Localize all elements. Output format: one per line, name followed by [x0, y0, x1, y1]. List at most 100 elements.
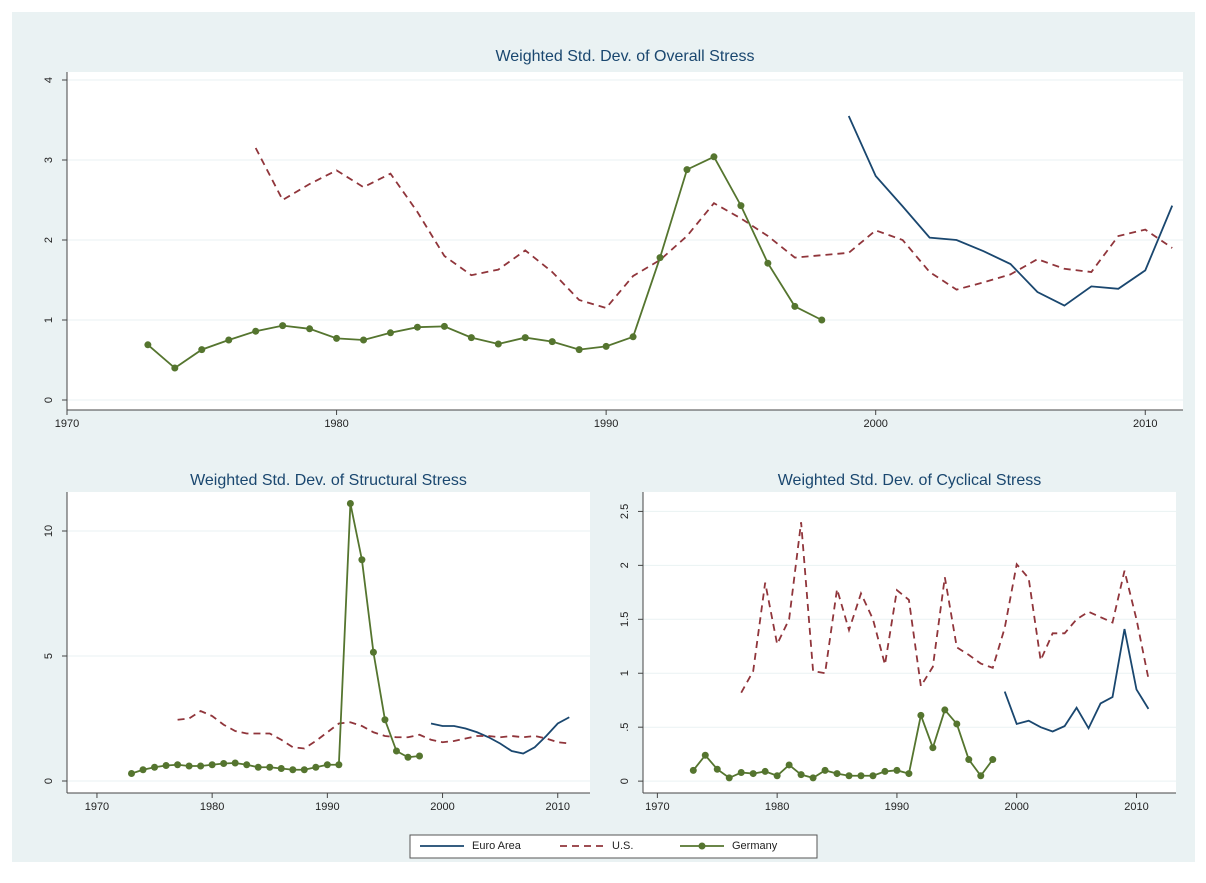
chart-title: Weighted Std. Dev. of Structural Stress — [190, 472, 467, 489]
marker — [277, 765, 285, 772]
marker — [905, 770, 913, 778]
y-tick-label: 3 — [43, 157, 55, 163]
y-tick-label: 5 — [43, 653, 55, 659]
marker — [162, 762, 170, 769]
x-tick-label: 1970 — [55, 418, 79, 430]
marker — [977, 772, 985, 780]
y-tick-label: 1 — [43, 317, 55, 323]
marker — [821, 766, 829, 774]
marker — [797, 771, 805, 779]
series-line — [740, 522, 1150, 694]
marker — [764, 259, 772, 267]
marker — [809, 774, 817, 782]
marker — [197, 762, 205, 770]
marker — [818, 316, 826, 324]
marker — [833, 770, 841, 778]
marker — [749, 770, 757, 778]
x-tick-label: 2000 — [430, 801, 454, 813]
marker — [713, 765, 721, 773]
marker — [845, 772, 853, 780]
marker — [358, 556, 366, 564]
marker — [404, 753, 412, 761]
marker — [289, 766, 297, 774]
marker — [929, 744, 937, 752]
marker — [725, 774, 733, 782]
marker — [185, 762, 193, 770]
marker — [323, 761, 331, 769]
marker — [941, 706, 949, 714]
marker — [857, 772, 865, 780]
marker — [761, 767, 769, 775]
x-tick-label: 1990 — [885, 801, 909, 813]
marker — [128, 770, 136, 777]
marker — [785, 761, 793, 769]
marker — [548, 338, 556, 346]
marker — [208, 761, 216, 769]
series-line — [147, 155, 823, 370]
y-tick-label: 0 — [619, 778, 631, 784]
marker — [381, 716, 389, 724]
marker — [629, 333, 637, 341]
marker — [737, 769, 745, 777]
marker — [254, 763, 262, 771]
marker — [306, 325, 314, 333]
marker — [917, 711, 925, 719]
y-tick-label: 2 — [619, 562, 631, 568]
x-tick-label: 2000 — [863, 418, 887, 430]
marker — [965, 756, 973, 764]
marker — [266, 763, 274, 771]
marker — [369, 648, 377, 656]
marker — [386, 329, 394, 337]
marker — [225, 336, 233, 344]
marker — [335, 761, 343, 769]
x-tick-label: 1980 — [200, 801, 224, 813]
marker — [656, 254, 664, 262]
plot-region — [643, 492, 1176, 793]
legend-box — [409, 834, 818, 859]
marker — [392, 747, 400, 755]
marker — [494, 340, 502, 348]
legend-label: Germany — [732, 840, 778, 852]
x-tick-label: 2010 — [1124, 801, 1148, 813]
marker — [252, 327, 260, 335]
y-tick-label: 2 — [43, 237, 55, 243]
marker — [737, 202, 745, 210]
y-tick-label: 2.5 — [619, 504, 631, 519]
chart-title: Weighted Std. Dev. of Overall Stress — [495, 48, 754, 65]
marker — [279, 322, 287, 330]
y-tick-label: 10 — [43, 525, 55, 537]
legend-label: Euro Area — [472, 840, 522, 852]
marker — [300, 766, 308, 774]
marker — [144, 341, 152, 349]
marker — [413, 323, 421, 331]
marker — [243, 761, 251, 769]
series-line — [1003, 628, 1150, 733]
marker — [683, 166, 691, 174]
marker — [440, 322, 448, 330]
x-tick-label: 1980 — [765, 801, 789, 813]
y-tick-label: 0 — [43, 778, 55, 784]
x-tick-label: 1990 — [315, 801, 339, 813]
marker — [333, 334, 341, 342]
y-tick-label: 1.5 — [619, 612, 631, 627]
marker — [602, 342, 610, 350]
x-tick-label: 2000 — [1004, 801, 1028, 813]
y-tick-label: 1 — [619, 670, 631, 676]
marker — [989, 756, 997, 764]
legend-marker — [698, 842, 706, 850]
marker — [773, 772, 781, 780]
marker — [220, 760, 228, 767]
marker — [346, 500, 354, 507]
marker — [521, 334, 529, 342]
marker — [360, 336, 368, 344]
y-tick-label: .5 — [619, 723, 631, 732]
x-tick-label: 1990 — [594, 418, 618, 430]
plot-region — [67, 492, 590, 793]
marker — [139, 766, 147, 774]
series-line — [430, 716, 570, 755]
marker — [689, 766, 697, 774]
marker — [701, 751, 709, 759]
marker — [575, 346, 583, 354]
y-tick-label: 0 — [43, 397, 55, 403]
marker — [231, 759, 239, 767]
